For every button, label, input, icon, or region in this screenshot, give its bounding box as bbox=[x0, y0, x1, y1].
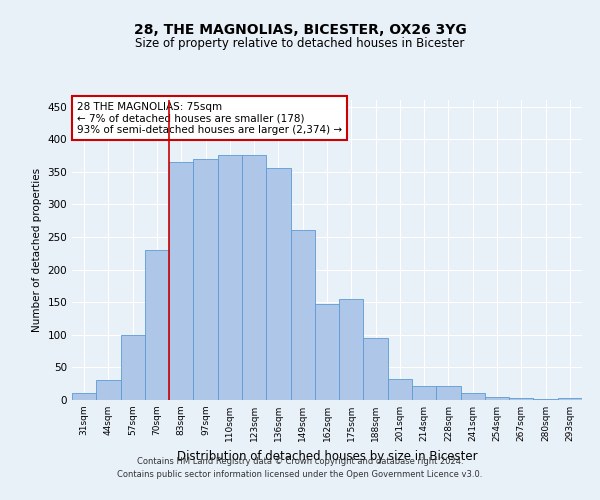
Bar bbox=[290, 230, 315, 400]
Bar bbox=[485, 396, 509, 400]
Bar bbox=[266, 168, 290, 400]
Text: 28 THE MAGNOLIAS: 75sqm
← 7% of detached houses are smaller (178)
93% of semi-de: 28 THE MAGNOLIAS: 75sqm ← 7% of detached… bbox=[77, 102, 342, 134]
Bar bbox=[72, 394, 96, 400]
Text: Size of property relative to detached houses in Bicester: Size of property relative to detached ho… bbox=[136, 38, 464, 51]
Bar bbox=[339, 299, 364, 400]
Text: Contains public sector information licensed under the Open Government Licence v3: Contains public sector information licen… bbox=[118, 470, 482, 479]
Bar bbox=[96, 380, 121, 400]
Bar bbox=[145, 250, 169, 400]
Bar bbox=[193, 158, 218, 400]
X-axis label: Distribution of detached houses by size in Bicester: Distribution of detached houses by size … bbox=[176, 450, 478, 462]
Bar bbox=[242, 156, 266, 400]
Bar bbox=[388, 379, 412, 400]
Bar bbox=[218, 156, 242, 400]
Bar bbox=[169, 162, 193, 400]
Bar bbox=[509, 398, 533, 400]
Bar bbox=[558, 398, 582, 400]
Bar bbox=[364, 338, 388, 400]
Bar bbox=[412, 386, 436, 400]
Bar bbox=[436, 386, 461, 400]
Bar bbox=[121, 335, 145, 400]
Bar bbox=[315, 304, 339, 400]
Y-axis label: Number of detached properties: Number of detached properties bbox=[32, 168, 42, 332]
Text: Contains HM Land Registry data © Crown copyright and database right 2024.: Contains HM Land Registry data © Crown c… bbox=[137, 458, 463, 466]
Bar bbox=[461, 393, 485, 400]
Text: 28, THE MAGNOLIAS, BICESTER, OX26 3YG: 28, THE MAGNOLIAS, BICESTER, OX26 3YG bbox=[134, 22, 466, 36]
